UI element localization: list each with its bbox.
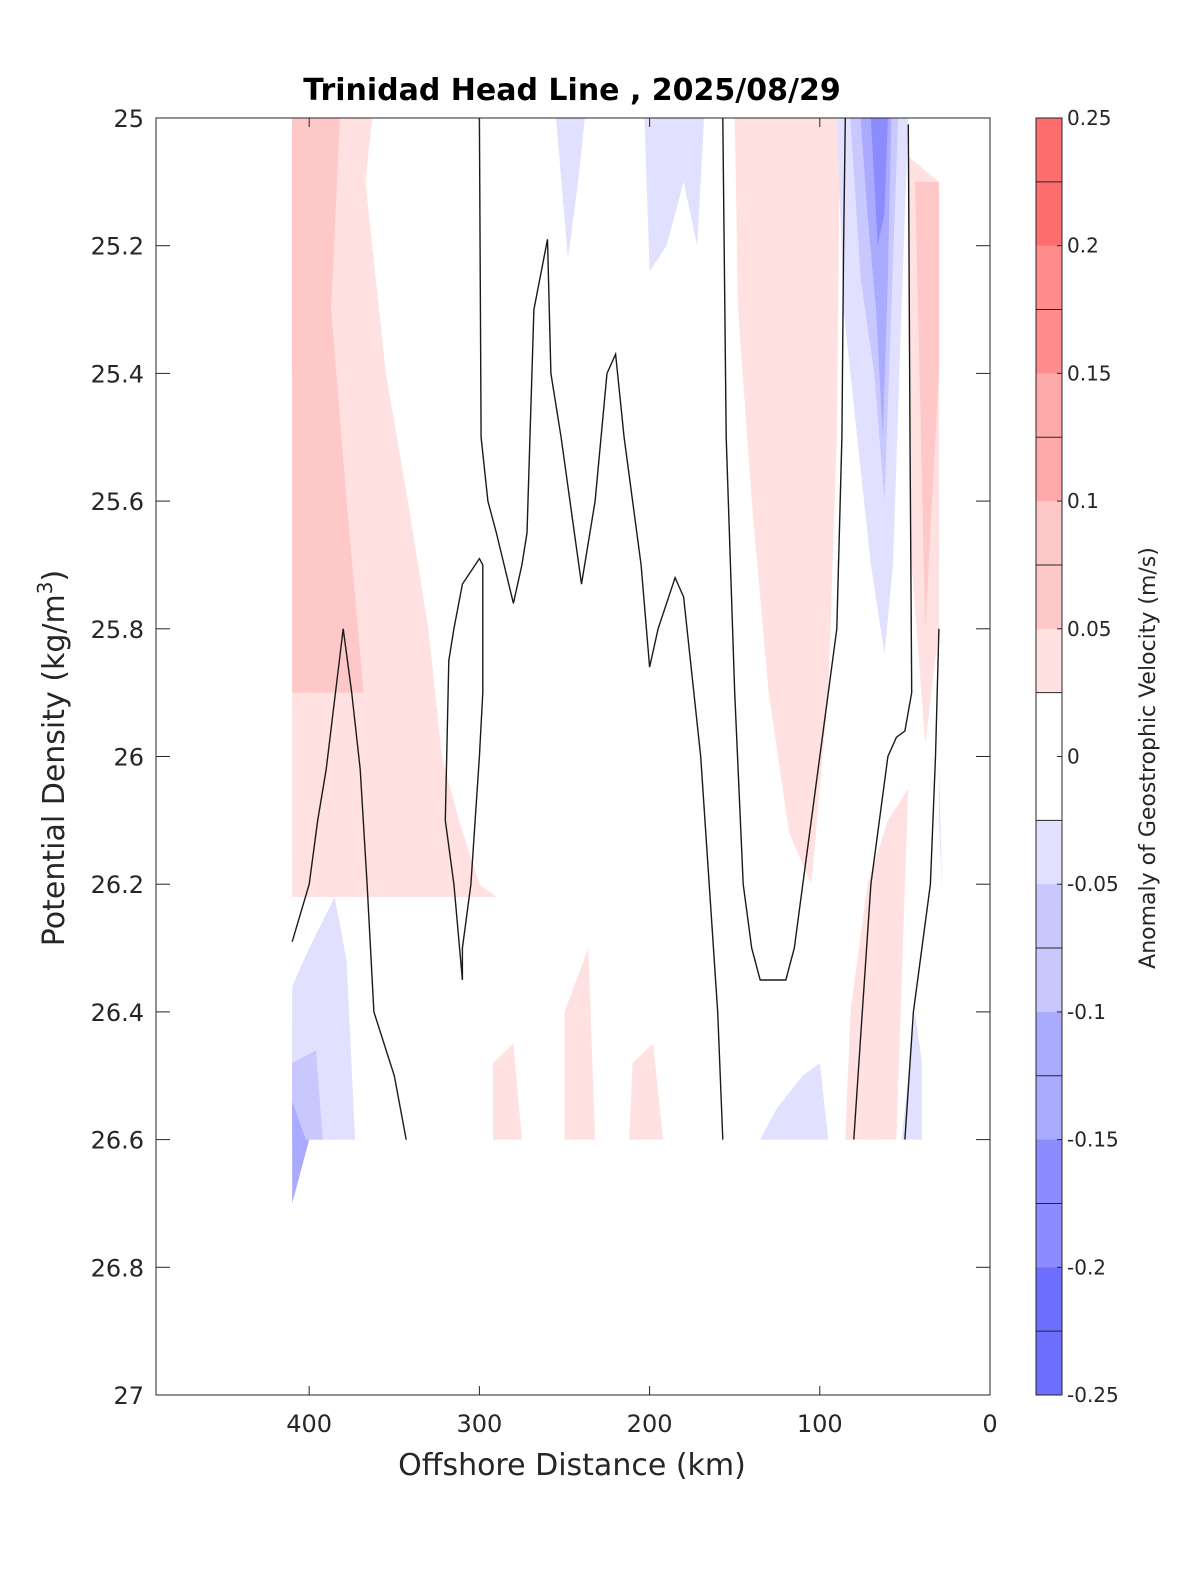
zero-contour-line-6	[904, 628, 940, 1140]
colorbar-band	[1036, 756, 1062, 821]
contour-fill-offshore-negative-3	[292, 1050, 323, 1140]
colorbar-tick-label: 0.05	[1067, 617, 1112, 641]
contour-lines	[291, 117, 940, 1140]
contour-fill-deep-nearshore-negative-2	[938, 756, 943, 897]
x-axis: 400 300 200 100 0	[286, 118, 998, 1438]
colorbar-band	[1036, 948, 1062, 1013]
contour-fill-offshore-negative-4	[292, 1101, 310, 1204]
y-tick-label: 26	[113, 744, 144, 772]
colorbar-band	[1036, 1011, 1062, 1077]
colorbar-band	[1036, 564, 1062, 630]
x-tick-label: 400	[286, 1410, 332, 1438]
colorbar-tick-label: 0.25	[1067, 106, 1112, 130]
colorbar-tick-label: -0.05	[1067, 872, 1119, 896]
y-axis-label-main: Potential Density (kg/m	[37, 594, 72, 946]
y-tick-label: 25.2	[91, 233, 144, 261]
colorbar-tick-label: 0.2	[1067, 234, 1099, 258]
colorbar-tick-label: -0.25	[1067, 1383, 1119, 1407]
colorbar-label: Anomaly of Geostrophic Velocity (m/s)	[1136, 547, 1161, 969]
y-axis-label: Potential Density (kg/m3)	[33, 570, 72, 946]
x-tick-label: 100	[797, 1410, 843, 1438]
colorbar-tick-label: -0.2	[1067, 1255, 1106, 1279]
y-axis: 25 25.2 25.4 25.6 25.8 26 26.2 26.4 26.6 26.8 27	[91, 105, 990, 1410]
colorbar-band	[1036, 1267, 1062, 1332]
colorbar-tick-label: -0.15	[1067, 1128, 1119, 1152]
colorbar-tick-label: 0	[1067, 745, 1080, 769]
colorbar: 0.25 0.2 0.15 0.1 0.05 0 -0.05 -0.1 -0.15 -0.2 -0.…	[1035, 106, 1119, 1407]
y-tick-label: 26.6	[91, 1127, 144, 1155]
y-tick-label: 25.8	[91, 616, 144, 644]
colorbar-tick-label: 0.1	[1067, 489, 1099, 513]
colorbar-band	[1036, 1203, 1062, 1268]
colorbar-tick-label: 0.15	[1067, 361, 1112, 385]
zero-contour-line-4	[722, 117, 846, 981]
y-tick-label: 26.4	[91, 999, 144, 1027]
colorbar-tick-label: -0.1	[1067, 1000, 1106, 1024]
colorbar-band	[1036, 309, 1062, 374]
colorbar-band	[1036, 884, 1062, 949]
x-tick-label: 0	[982, 1410, 997, 1438]
colorbar-band	[1036, 437, 1062, 502]
y-tick-label: 25.6	[91, 488, 144, 516]
colorbar-band	[1036, 820, 1062, 885]
x-tick-label: 200	[627, 1410, 673, 1438]
contour-fill-coastal-positive-core	[802, 118, 824, 246]
colorbar-band	[1036, 118, 1062, 183]
chart-title: Trinidad Head Line , 2025/08/29	[303, 73, 840, 108]
contour-fill-mid-negative-1	[556, 118, 585, 259]
colorbar-band	[1036, 501, 1062, 566]
contour-fill-mid-positive-low-1	[493, 1043, 522, 1140]
x-tick-label: 300	[456, 1410, 502, 1438]
contour-fill-deep-nearshore-positive-2	[862, 1043, 880, 1140]
y-tick-label: 25	[113, 105, 144, 133]
zero-contour-line-5	[853, 124, 913, 1140]
contour-fill-offshore-positive-4	[292, 118, 323, 374]
contour-fill-coastal-positive-wide	[734, 118, 841, 885]
zero-contour-line-3	[444, 557, 484, 981]
contour-fill-deep-nearshore-positive-1	[845, 788, 909, 1140]
y-axis-label-superscript: 3	[33, 581, 57, 594]
contour-fill-mid-positive-low-3	[629, 1043, 664, 1140]
contour-fill-mid-negative-2	[644, 118, 705, 272]
contour-fill-nearshore-positive-2	[915, 181, 939, 629]
colorbar-band	[1036, 692, 1062, 757]
filled-contours	[292, 118, 943, 1204]
colorbar-band	[1036, 245, 1062, 311]
contour-fill-mid-positive-low-2	[564, 948, 596, 1140]
zero-contour-line-2	[478, 117, 724, 1140]
colorbar-band	[1036, 628, 1062, 694]
colorbar-band	[1036, 373, 1062, 438]
colorbar-band	[1036, 1139, 1062, 1204]
y-tick-label: 26.2	[91, 871, 144, 899]
colorbar-band	[1036, 181, 1062, 247]
x-axis-label: Offshore Distance (km)	[398, 1448, 746, 1483]
y-tick-label: 26.8	[91, 1254, 144, 1282]
contour-fill-deep-mid-negative	[760, 1063, 829, 1140]
y-tick-label: 27	[113, 1382, 144, 1410]
zero-contour-line-1	[291, 628, 407, 1140]
y-tick-label: 25.4	[91, 360, 144, 388]
colorbar-band	[1036, 1075, 1062, 1141]
y-axis-label-end: )	[37, 570, 72, 582]
contour-fill-nearshore-negative-4	[870, 118, 888, 246]
colorbar-band	[1036, 1331, 1062, 1396]
